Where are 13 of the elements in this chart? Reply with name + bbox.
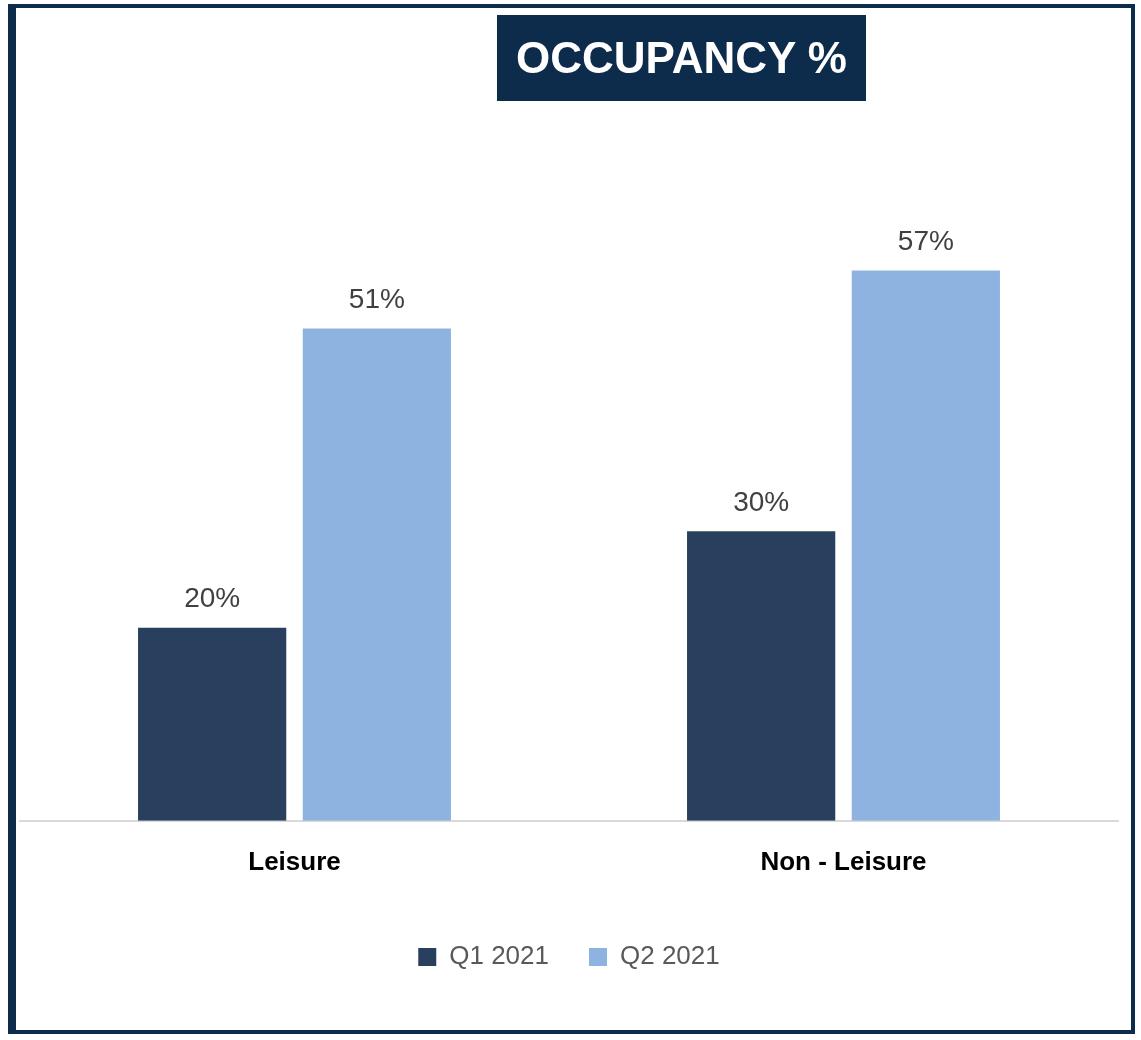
data-label: 20% <box>184 582 241 614</box>
bar <box>851 270 1000 821</box>
data-label: 30% <box>733 485 790 517</box>
bar <box>302 328 451 821</box>
x-tick-label: Leisure <box>248 845 341 876</box>
data-label: 51% <box>348 283 405 315</box>
bar <box>687 531 836 821</box>
x-tick-label: Non - Leisure <box>760 845 927 876</box>
bar <box>138 627 287 821</box>
data-label: 57% <box>897 225 954 257</box>
legend-label: Q1 2021 <box>449 940 549 971</box>
chart-title: OCCUPANCY % <box>497 15 866 101</box>
legend-label: Q2 2021 <box>620 940 720 971</box>
